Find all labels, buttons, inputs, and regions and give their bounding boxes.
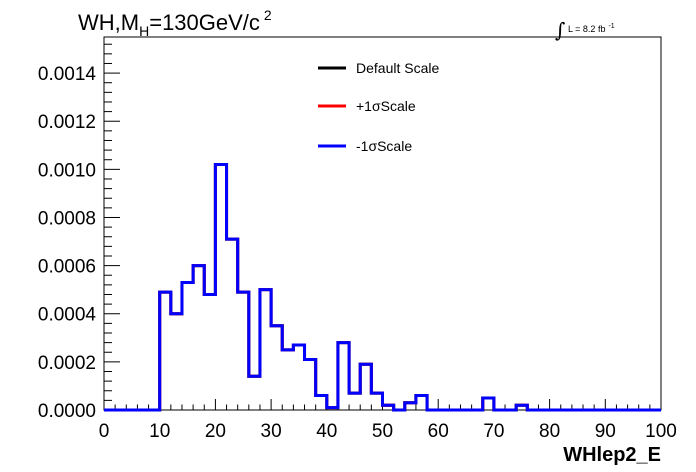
y-tick-label: 0.0014: [38, 64, 97, 85]
series-layer: [104, 163, 661, 412]
x-tick-label: 50: [372, 421, 393, 442]
series-line-1: [104, 163, 661, 412]
legend-label-1: +1σScale: [356, 98, 416, 114]
y-tick-label: 0.0010: [38, 160, 96, 181]
x-tick-label: 10: [149, 421, 170, 442]
title-subscript: H: [139, 23, 149, 39]
title-prefix: WH,M: [78, 10, 139, 35]
x-tick-label: 30: [261, 421, 282, 442]
x-tick-label: 100: [645, 421, 677, 442]
lumi-superscript: -1: [608, 23, 614, 30]
lumi-label: L = 8.2 fb -1: [568, 23, 615, 34]
y-tick-label: 0.0000: [38, 401, 96, 422]
x-tick-label: 20: [205, 421, 226, 442]
x-tick-label: 80: [539, 421, 560, 442]
series-line-0: [104, 163, 661, 412]
title-mid: =130GeV/c: [149, 10, 260, 35]
lumi-integral-symbol: ∫: [555, 18, 565, 42]
axis-tick-labels: 0 10 20 30 40 50 60 70 80 90 100 0.0000 0.0002 0.0004…: [38, 64, 677, 442]
legend-label-0: Default Scale: [356, 60, 439, 76]
x-tick-label: 40: [316, 421, 337, 442]
y-tick-label: 0.0004: [38, 305, 97, 326]
x-tick-label: 70: [483, 421, 504, 442]
x-tick-label: 90: [595, 421, 616, 442]
title-superscript: 2: [264, 7, 272, 23]
x-tick-label: 0: [99, 421, 110, 442]
legend-label-2: -1σScale: [356, 138, 412, 154]
y-tick-label: 0.0012: [38, 112, 96, 133]
x-tick-label: 60: [428, 421, 449, 442]
y-tick-label: 0.0006: [38, 257, 96, 278]
series-line-2: [104, 163, 661, 412]
x-axis-label: WHlep2_E: [563, 444, 661, 466]
y-tick-label: 0.0002: [38, 353, 96, 374]
lumi-text: L = 8.2 fb: [568, 24, 605, 34]
y-tick-label: 0.0008: [38, 208, 96, 229]
plot-frame: [103, 36, 662, 411]
legend: Default Scale +1σScale -1σScale: [318, 60, 439, 154]
chart-title: WH,MH=130GeV/c 2: [78, 7, 272, 39]
